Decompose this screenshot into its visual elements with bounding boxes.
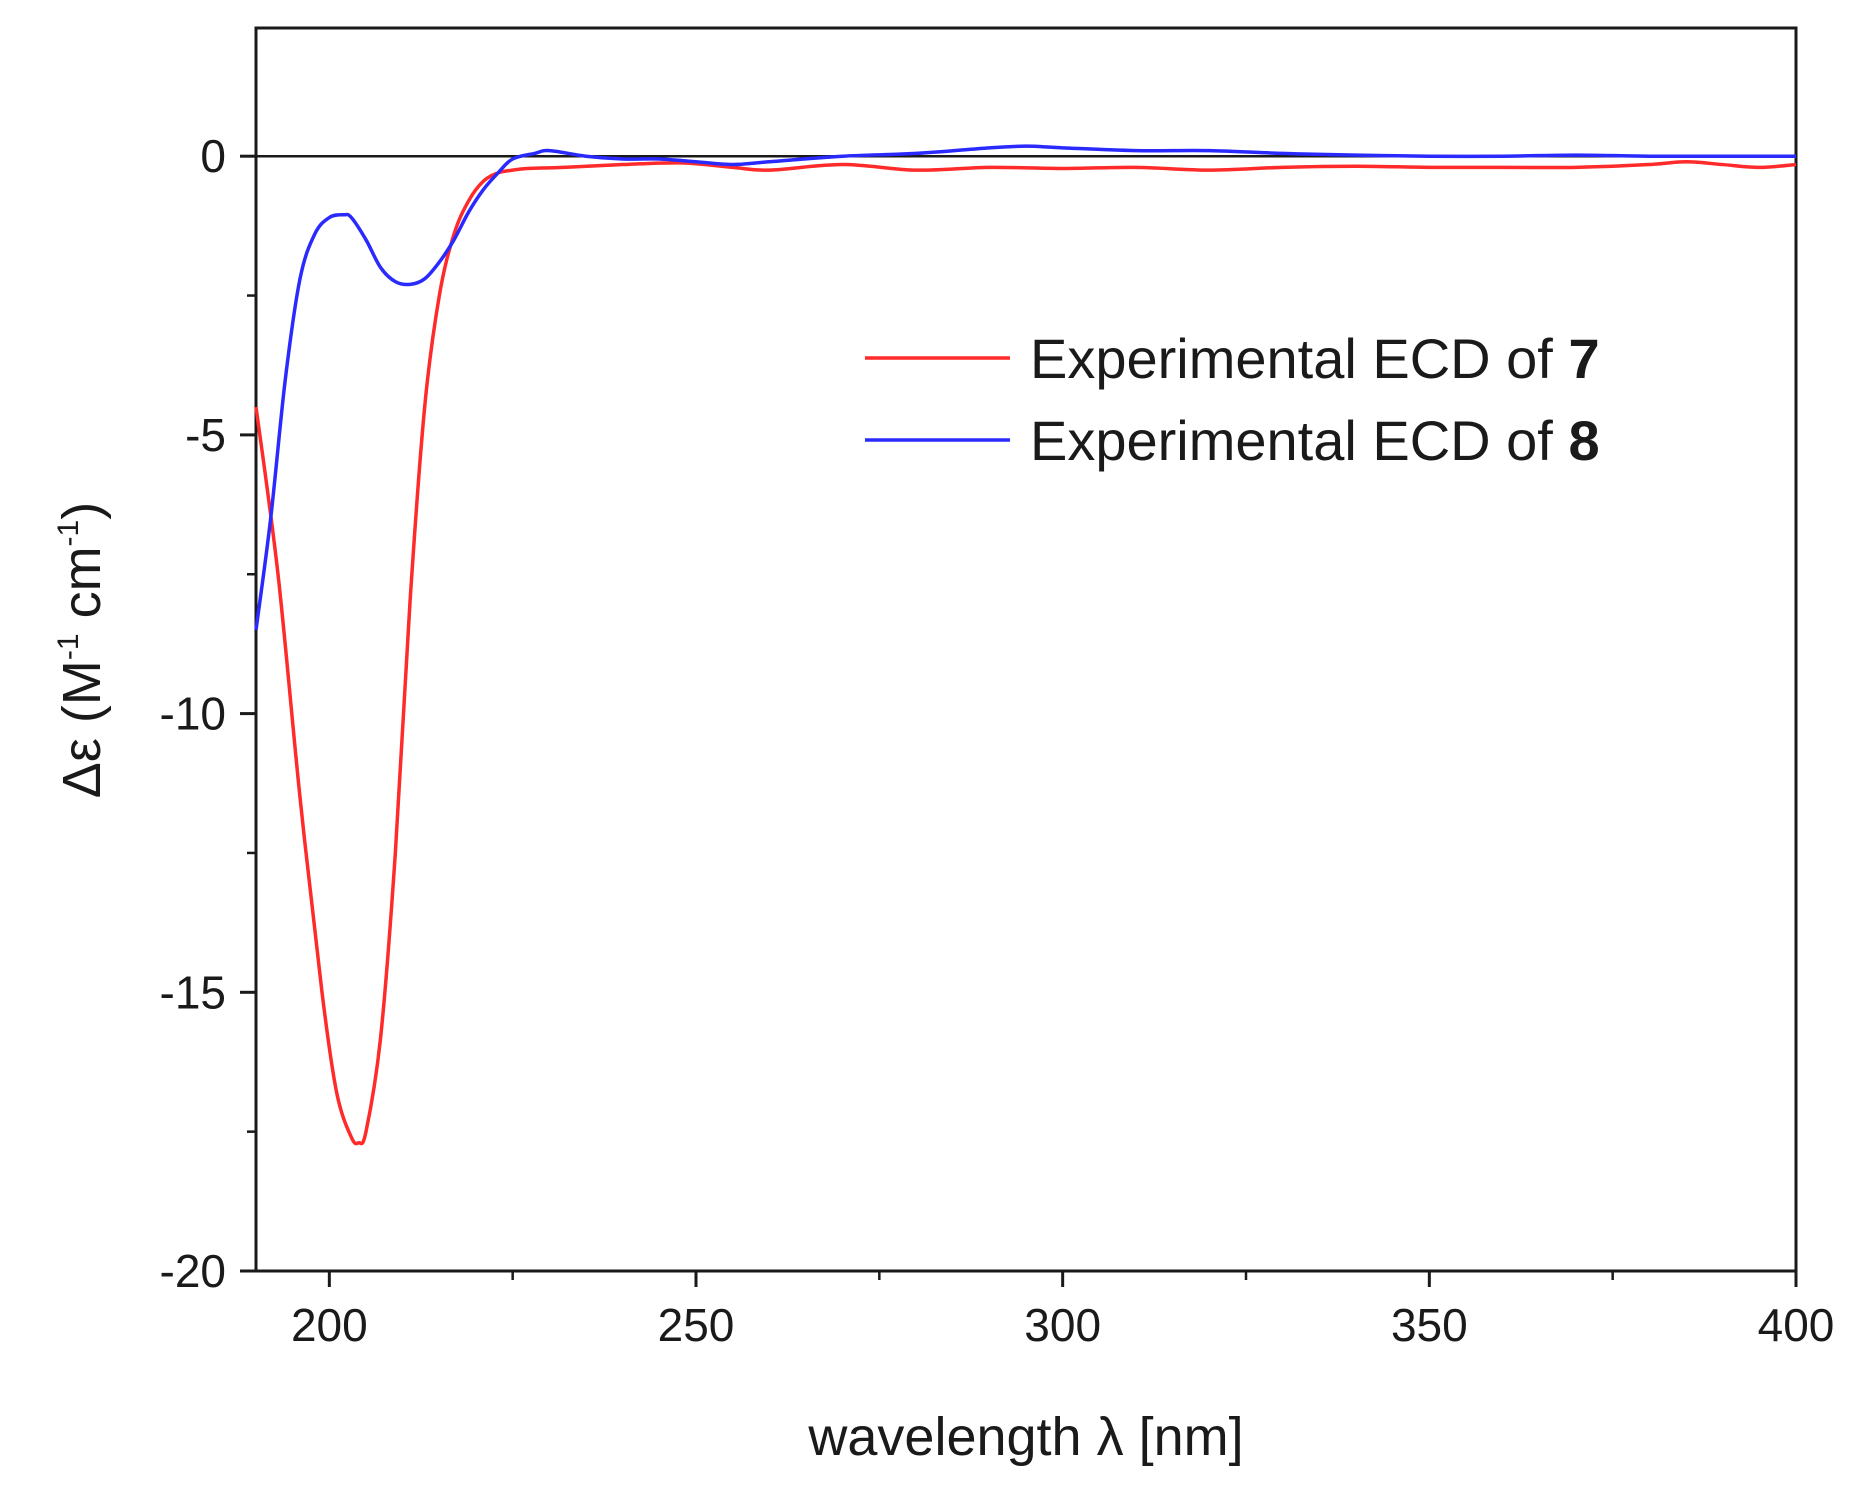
series-line-7	[254, 160, 1797, 1146]
series-line-8	[254, 144, 1796, 631]
x-tick-label: 300	[1024, 1299, 1101, 1351]
legend-label-series-7-number: 7	[1568, 327, 1599, 390]
y-tick-label: -5	[185, 409, 226, 461]
legend-label-series-7-text: Experimental ECD of	[1030, 327, 1568, 390]
y-tick-label: -20	[160, 1245, 226, 1297]
y-axis-label-suffix: )	[52, 502, 112, 520]
x-tick-label: 250	[658, 1299, 735, 1351]
series-group	[254, 144, 1797, 1146]
legend-label-series-7: Experimental ECD of 7	[1030, 327, 1600, 390]
y-axis-label-prefix: Δε (M	[52, 660, 112, 798]
y-axis-label: Δε (M-1 cm-1)	[52, 502, 112, 798]
legend-label-series-8: Experimental ECD of 8	[1030, 409, 1600, 472]
x-axis-label: wavelength λ [nm]	[807, 1407, 1243, 1467]
x-tick-label: 400	[1758, 1299, 1835, 1351]
y-tick-label: -15	[160, 966, 226, 1018]
x-axis-ticks: 200 250 300 350 400	[291, 1271, 1834, 1351]
y-axis-label-sup1: -1	[52, 633, 85, 660]
legend-label-series-8-number: 8	[1568, 409, 1599, 472]
y-tick-label: -10	[160, 688, 226, 740]
plot-frame	[254, 26, 1798, 1273]
y-axis-ticks: 0 -5 -10 -15 -20	[160, 130, 256, 1297]
y-axis-label-middle: cm	[52, 546, 112, 633]
x-tick-label: 350	[1391, 1299, 1468, 1351]
legend: Experimental ECD of 7 Experimental ECD o…	[865, 327, 1600, 472]
y-axis-label-sup2: -1	[52, 520, 85, 547]
legend-label-series-8-text: Experimental ECD of	[1030, 409, 1568, 472]
x-tick-label: 200	[291, 1299, 368, 1351]
y-tick-label: 0	[200, 130, 226, 182]
